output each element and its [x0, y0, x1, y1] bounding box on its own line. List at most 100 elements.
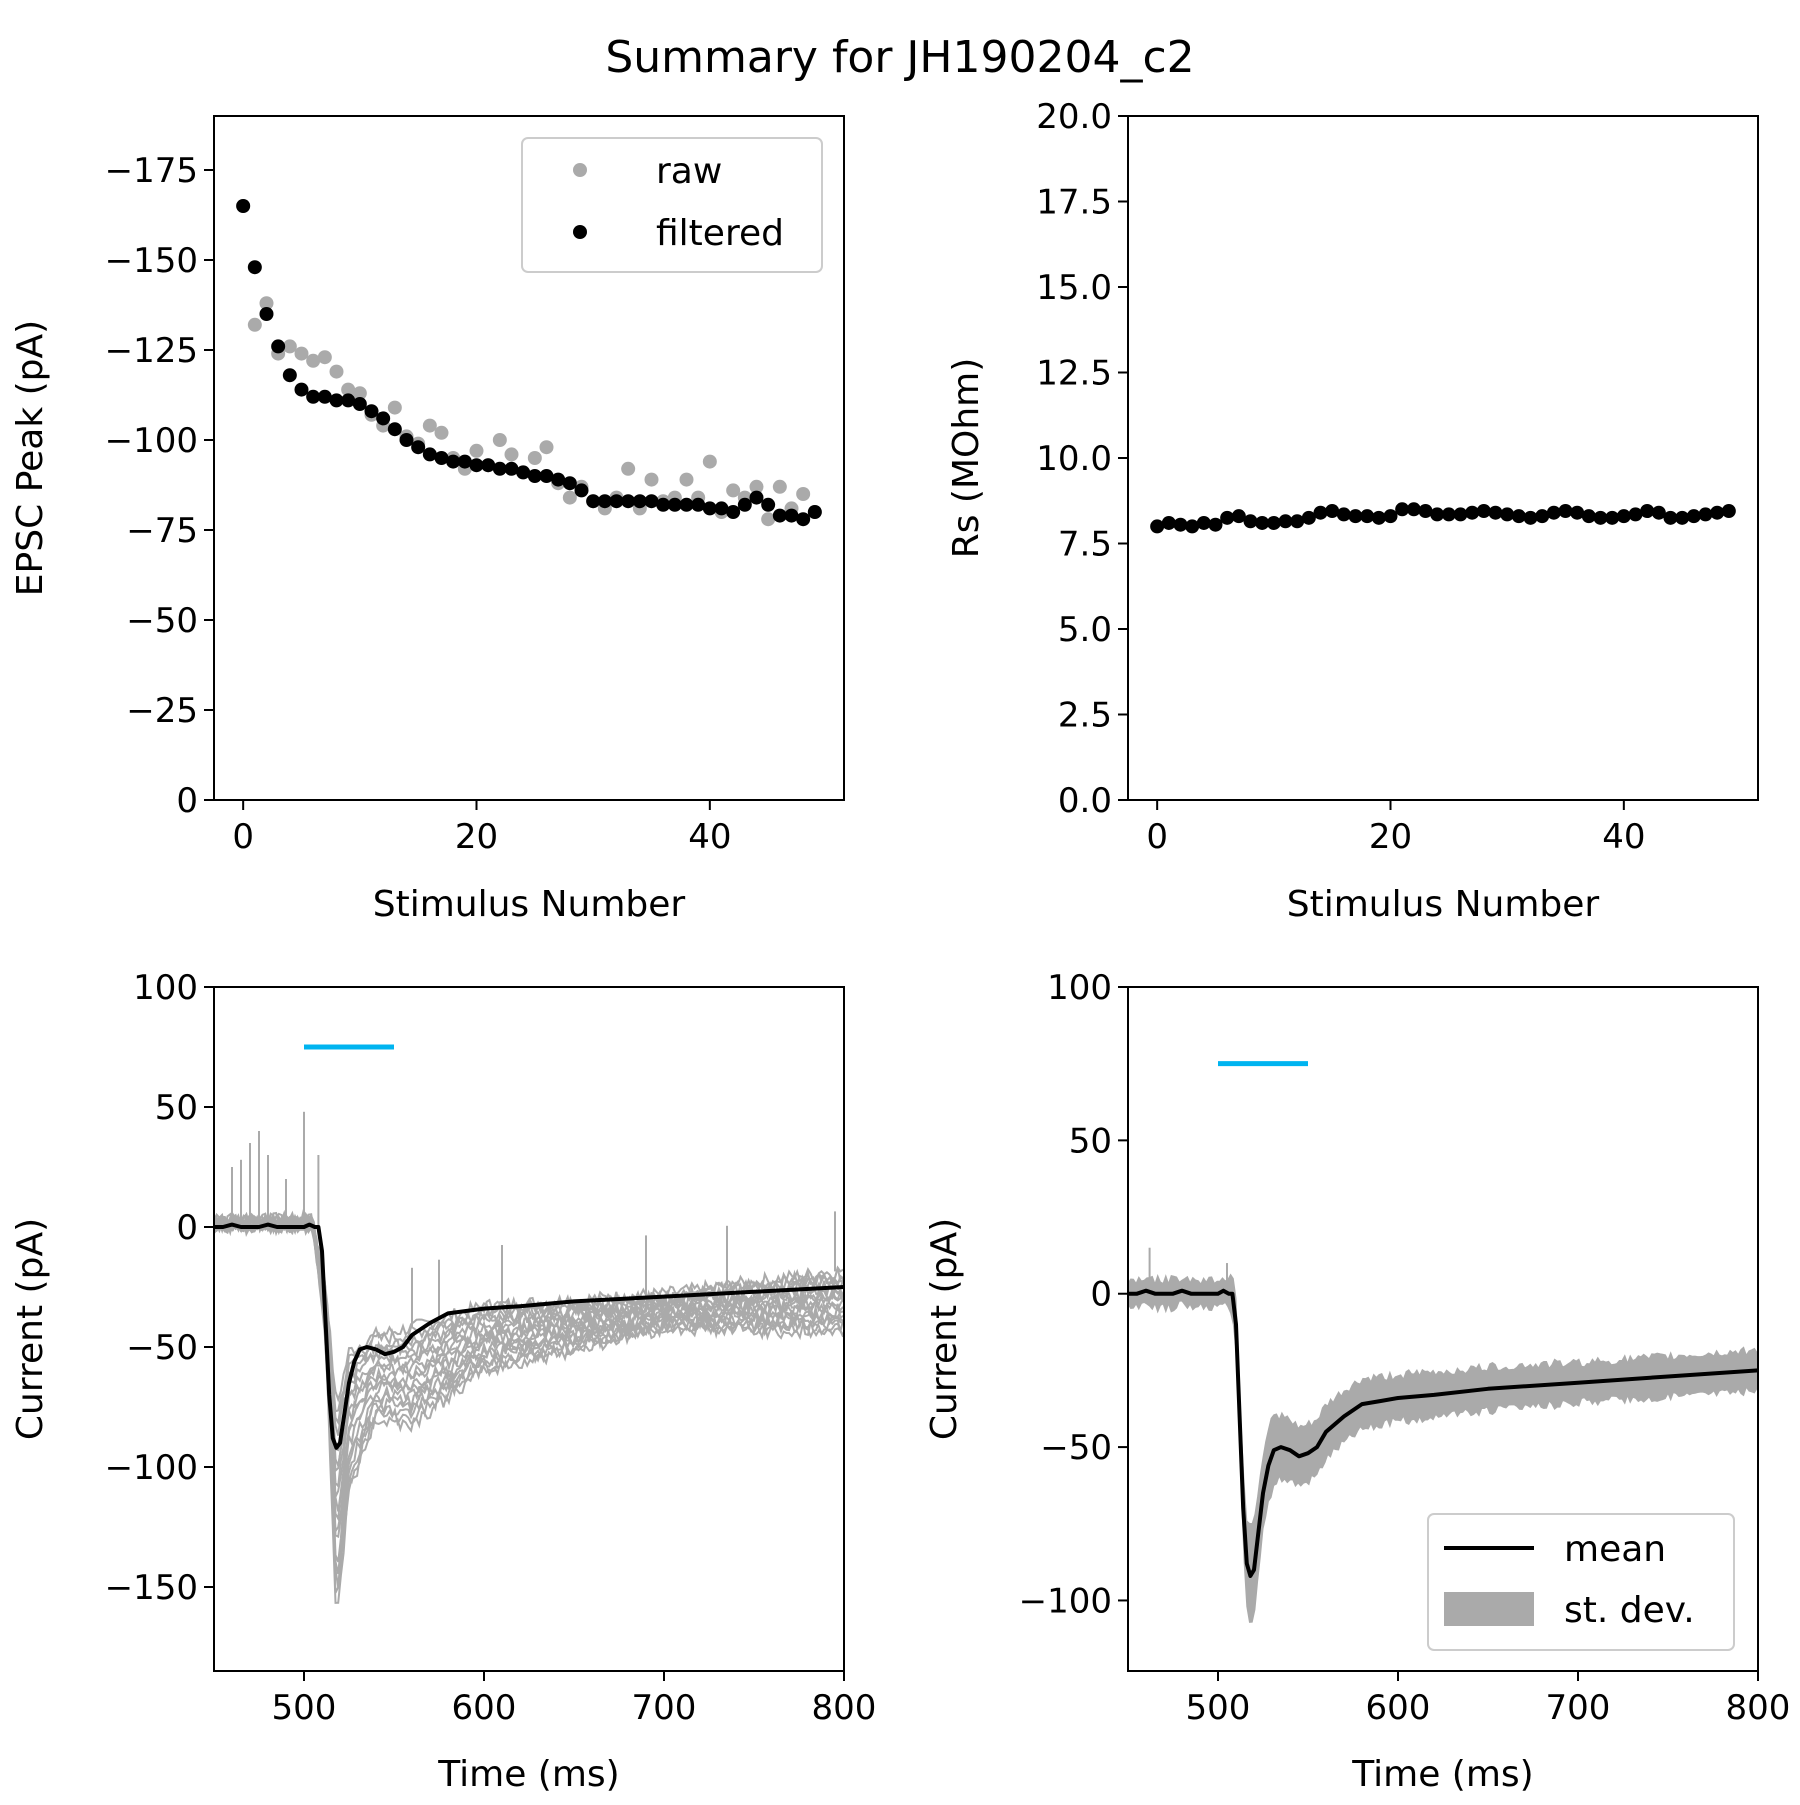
epsc-y-tick-label: −75 — [126, 511, 198, 551]
epsc-x-axis-label: Stimulus Number — [373, 884, 686, 925]
epsc-x-tick-label: 40 — [688, 817, 731, 857]
filtered-point — [400, 433, 414, 447]
mean-sd-legend: mean st. dev. — [1428, 1514, 1734, 1650]
traces-y-tick-label: 50 — [155, 1088, 198, 1128]
legend-filtered-marker — [573, 225, 587, 239]
traces-x-tick-label: 500 — [272, 1688, 337, 1728]
rs-y-tick-label: 7.5 — [1058, 525, 1112, 565]
raw-point — [563, 491, 577, 505]
raw-point — [248, 318, 262, 332]
raw-point — [773, 480, 787, 494]
epsc-y-tick-label: −125 — [105, 331, 198, 371]
legend-raw-marker — [573, 163, 587, 177]
legend-stdev-swatch — [1444, 1592, 1534, 1626]
epsc-x-tick-label: 0 — [232, 817, 254, 857]
filtered-point — [260, 307, 274, 321]
filtered-point — [411, 440, 425, 454]
rs-y-tick-label: 15.0 — [1036, 268, 1112, 308]
mean-sd-x-axis-label: Time (ms) — [1351, 1754, 1533, 1795]
rs-point — [1209, 518, 1223, 532]
rs-point — [1384, 509, 1398, 523]
rs-x-tick-label: 0 — [1146, 817, 1168, 857]
filtered-point — [236, 199, 250, 213]
epsc-y-tick-label: 0 — [176, 781, 198, 821]
raw-point — [796, 487, 810, 501]
raw-point — [621, 462, 635, 476]
mean-sd-x-tick-label: 700 — [1546, 1688, 1611, 1728]
filtered-point — [750, 491, 764, 505]
raw-point — [680, 473, 694, 487]
filtered-point — [738, 498, 752, 512]
traces-x-tick-label: 700 — [632, 1688, 697, 1728]
mean-sd-y-tick-label: −100 — [1019, 1581, 1112, 1621]
epsc-x-tick-label: 20 — [455, 817, 498, 857]
traces-y-tick-label: 100 — [133, 968, 198, 1008]
rs-x-tick-label: 20 — [1369, 817, 1412, 857]
rs-y-tick-label: 17.5 — [1036, 183, 1112, 223]
raw-point — [726, 483, 740, 497]
raw-point — [493, 433, 507, 447]
epsc-y-tick-label: −50 — [126, 601, 198, 641]
legend-mean-label: mean — [1564, 1529, 1666, 1570]
filtered-point — [761, 498, 775, 512]
raw-point — [645, 473, 659, 487]
filtered-point — [353, 397, 367, 411]
mean-sd-x-tick-label: 500 — [1186, 1688, 1251, 1728]
traces-y-tick-label: −150 — [105, 1568, 198, 1608]
epsc-y-tick-label: −175 — [105, 151, 198, 191]
raw-point — [295, 347, 309, 361]
mean-sd-y-tick-label: 50 — [1069, 1121, 1112, 1161]
raw-point — [540, 440, 554, 454]
filtered-point — [271, 339, 285, 353]
raw-point — [528, 451, 542, 465]
mean-sd-x-tick-label: 800 — [1726, 1688, 1791, 1728]
traces-x-axis-label: Time (ms) — [437, 1754, 619, 1795]
epsc-legend: raw filtered — [522, 138, 822, 272]
epsc-y-axis-label: EPSC Peak (pA) — [10, 320, 51, 596]
raw-point — [388, 401, 402, 415]
mean-sd-y-axis-label: Current (pA) — [924, 1218, 965, 1440]
mean-sd-y-tick-label: 100 — [1047, 968, 1112, 1008]
rs-y-tick-label: 2.5 — [1058, 696, 1112, 736]
figure-title: Summary for JH190204_c2 — [605, 32, 1194, 83]
mean-sd-y-tick-label: 0 — [1090, 1275, 1112, 1315]
filtered-point — [376, 411, 390, 425]
raw-point — [470, 444, 484, 458]
mean-sd-y-tick-label: −50 — [1040, 1428, 1112, 1468]
traces-x-tick-label: 600 — [452, 1688, 517, 1728]
filtered-point — [388, 422, 402, 436]
filtered-point — [365, 404, 379, 418]
filtered-point — [796, 512, 810, 526]
filtered-point — [283, 368, 297, 382]
filtered-point — [575, 483, 589, 497]
rs-y-axis-label: Rs (MOhm) — [946, 358, 987, 559]
mean-sd-x-tick-label: 600 — [1366, 1688, 1431, 1728]
raw-point — [423, 419, 437, 433]
traces-y-axis-label: Current (pA) — [10, 1218, 51, 1440]
legend-raw-label: raw — [656, 151, 722, 192]
rs-point — [1722, 504, 1736, 518]
raw-point — [330, 365, 344, 379]
rs-y-tick-label: 10.0 — [1036, 439, 1112, 479]
traces-y-tick-label: 0 — [176, 1208, 198, 1248]
rs-x-tick-label: 40 — [1602, 817, 1645, 857]
filtered-point — [726, 505, 740, 519]
rs-y-tick-label: 0.0 — [1058, 781, 1112, 821]
filtered-point — [295, 383, 309, 397]
legend-stdev-label: st. dev. — [1564, 1590, 1695, 1631]
rs-y-tick-label: 5.0 — [1058, 610, 1112, 650]
traces-y-tick-label: −100 — [105, 1448, 198, 1488]
raw-point — [435, 426, 449, 440]
filtered-point — [248, 260, 262, 274]
raw-point — [318, 350, 332, 364]
filtered-point — [808, 505, 822, 519]
rs-x-axis-label: Stimulus Number — [1287, 884, 1600, 925]
legend-filtered-label: filtered — [656, 213, 784, 254]
rs-y-tick-label: 20.0 — [1036, 97, 1112, 137]
filtered-point — [563, 476, 577, 490]
raw-point — [703, 455, 717, 469]
traces-x-tick-label: 800 — [812, 1688, 877, 1728]
epsc-y-tick-label: −100 — [105, 421, 198, 461]
